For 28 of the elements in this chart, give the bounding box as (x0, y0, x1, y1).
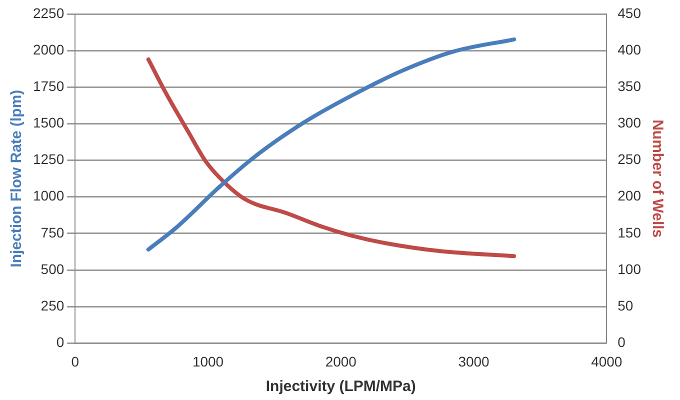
x-tick-label: 1000 (192, 353, 224, 370)
y-tick-label: 1750 (32, 78, 64, 94)
y2-tick-label: 400 (618, 41, 642, 58)
y2-tick-label: 150 (618, 224, 642, 240)
y2-tick-label: 0 (618, 334, 626, 350)
y-tick-label: 250 (40, 297, 64, 314)
y2-tick-label: 250 (618, 151, 642, 168)
y-tick-label: 750 (40, 224, 64, 240)
x-tick-label: 4000 (591, 353, 622, 370)
y-axis-title: Injection Flow Rate (lpm) (8, 90, 26, 268)
y2-tick-label: 50 (618, 297, 634, 314)
y-tick-label: 500 (40, 260, 64, 277)
y2-tick-label: 350 (618, 78, 642, 94)
y-tick-label: 2250 (32, 4, 64, 21)
y2-tick-label: 300 (618, 114, 642, 131)
y2-tick-label: 200 (618, 188, 642, 204)
y-tick-label: 2000 (32, 41, 64, 58)
x-tick-label: 3000 (458, 353, 490, 370)
y-tick-label: 1500 (32, 114, 64, 131)
x-tick-label: 2000 (325, 353, 357, 370)
y2-tick-label: 450 (618, 4, 642, 21)
y-tick-label: 1250 (32, 151, 64, 168)
y-tick-label: 0 (56, 334, 64, 350)
x-axis-title: Injectivity (LPM/MPa) (266, 378, 416, 396)
y2-axis-title: Number of Wells (648, 120, 666, 238)
x-tick-label: 0 (71, 353, 80, 370)
y-tick-label: 1000 (32, 188, 64, 204)
y2-tick-label: 100 (618, 260, 642, 277)
